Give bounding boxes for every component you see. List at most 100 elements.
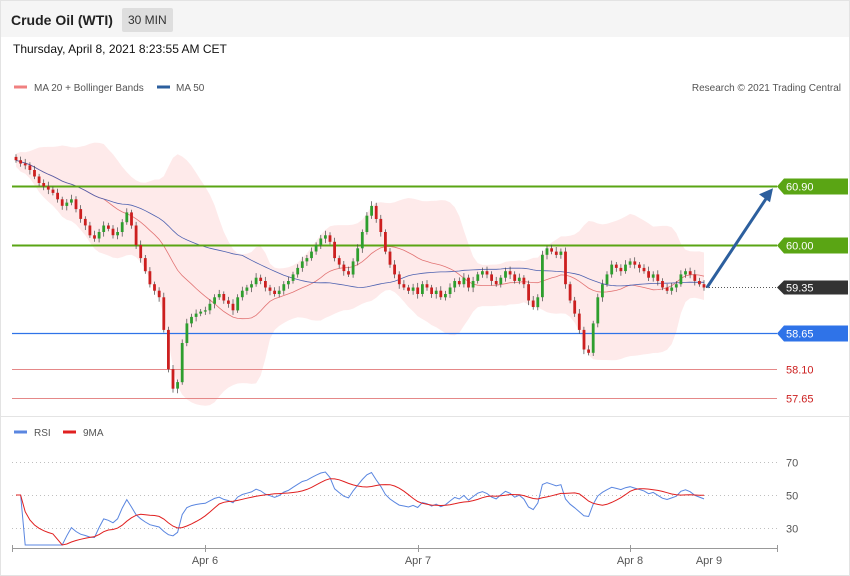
timeframe-button[interactable]: 30 MIN bbox=[122, 8, 173, 32]
candle-body bbox=[453, 281, 457, 288]
candle-body bbox=[688, 271, 692, 275]
candle-body bbox=[485, 271, 489, 275]
candle-body bbox=[467, 277, 470, 288]
candle-body bbox=[148, 271, 152, 285]
candle-body bbox=[439, 290, 443, 298]
candle-body bbox=[651, 274, 655, 278]
candle-body bbox=[513, 274, 517, 281]
candle-body bbox=[605, 274, 609, 285]
candle-body bbox=[587, 349, 590, 353]
candle-body bbox=[157, 290, 161, 298]
candle-body bbox=[70, 199, 73, 203]
candle-body bbox=[619, 267, 623, 272]
candle-body bbox=[638, 264, 641, 268]
candle-body bbox=[185, 323, 189, 343]
x-tick-label: Apr 8 bbox=[617, 555, 643, 567]
candle-body bbox=[310, 251, 313, 259]
candle-body bbox=[393, 264, 396, 275]
candle-body bbox=[227, 300, 230, 304]
candle-body bbox=[471, 281, 475, 288]
candle-body bbox=[670, 287, 674, 291]
ma50-legend-label: MA 50 bbox=[176, 83, 205, 94]
candle-body bbox=[217, 294, 221, 298]
candle-body bbox=[305, 258, 309, 262]
rsi-legend-swatch bbox=[14, 430, 27, 434]
ma20-legend-label: MA 20 + Bollinger Bands bbox=[34, 83, 144, 94]
candle-body bbox=[37, 176, 41, 183]
ma50-legend-swatch bbox=[157, 85, 170, 89]
candle-body bbox=[102, 225, 106, 232]
candle-body bbox=[167, 329, 170, 370]
candle-body bbox=[388, 251, 392, 265]
candle-body bbox=[268, 287, 272, 291]
candle-body bbox=[702, 284, 706, 288]
candle-body bbox=[647, 271, 650, 278]
forecast-arrow-shaft bbox=[705, 196, 769, 289]
candle-body bbox=[333, 241, 336, 259]
candle-body bbox=[421, 284, 424, 294]
candle-body bbox=[665, 287, 669, 291]
candle-body bbox=[596, 297, 600, 324]
level-support_minor-5-label: 57.65 bbox=[786, 394, 814, 406]
candle-body bbox=[162, 297, 166, 330]
candle-body bbox=[208, 303, 212, 311]
level-support-3-label: 58.65 bbox=[786, 329, 814, 341]
candle-body bbox=[222, 294, 226, 301]
candle-body bbox=[407, 287, 410, 291]
candle-body bbox=[559, 251, 563, 255]
candle-body bbox=[365, 215, 369, 232]
candle-body bbox=[240, 290, 244, 298]
candle-body bbox=[139, 245, 143, 259]
candle-body bbox=[65, 202, 69, 206]
candle-body bbox=[130, 212, 133, 226]
candle-body bbox=[661, 281, 664, 288]
candle-body bbox=[610, 264, 614, 275]
candle-body bbox=[120, 222, 124, 232]
candle-body bbox=[490, 274, 493, 281]
candle-body bbox=[42, 183, 46, 187]
ma50-line bbox=[15, 159, 705, 288]
candle-body bbox=[628, 261, 632, 265]
x-axis-ticks: Apr 6 Apr 7 Apr 8 Apr 9 bbox=[12, 545, 778, 567]
candle-body bbox=[508, 271, 512, 275]
forecast-arrow-head bbox=[759, 188, 773, 203]
candle-body bbox=[411, 287, 415, 291]
candle-body bbox=[564, 251, 567, 285]
candle-body bbox=[457, 281, 461, 285]
candle-body bbox=[656, 274, 660, 281]
credit-text: Research © 2021 Trading Central bbox=[692, 83, 841, 94]
candle-body bbox=[356, 248, 360, 262]
rsi-ma-line bbox=[16, 478, 705, 546]
bollinger-band bbox=[16, 142, 704, 406]
candle-body bbox=[277, 290, 281, 294]
candle-body bbox=[499, 277, 503, 285]
candle-body bbox=[19, 160, 22, 164]
candle-body bbox=[203, 310, 207, 312]
candle-body bbox=[171, 369, 175, 389]
candle-body bbox=[416, 287, 420, 294]
rsi-tick-50: 50 bbox=[786, 491, 798, 503]
x-tick-label: Apr 9 bbox=[696, 555, 722, 567]
forecast-arrow-layer bbox=[705, 188, 773, 289]
candle-body bbox=[402, 284, 406, 288]
candle-body bbox=[324, 235, 327, 239]
candle-body bbox=[236, 297, 240, 311]
candle-body bbox=[264, 281, 267, 288]
rsi-tick-70: 70 bbox=[786, 458, 798, 470]
candle-body bbox=[522, 277, 526, 285]
candle-body bbox=[397, 274, 401, 285]
candle-body bbox=[300, 261, 304, 268]
candle-body bbox=[51, 189, 55, 193]
candle-body bbox=[573, 300, 577, 314]
x-tick-label: Apr 6 bbox=[192, 555, 218, 567]
candle-body bbox=[425, 284, 429, 288]
candle-body bbox=[347, 271, 350, 275]
candle-body bbox=[88, 225, 92, 236]
candle-body bbox=[550, 248, 553, 252]
candle-body bbox=[633, 261, 637, 265]
candle-body bbox=[125, 212, 129, 223]
candle-body bbox=[591, 323, 595, 353]
candle-body bbox=[245, 287, 249, 291]
